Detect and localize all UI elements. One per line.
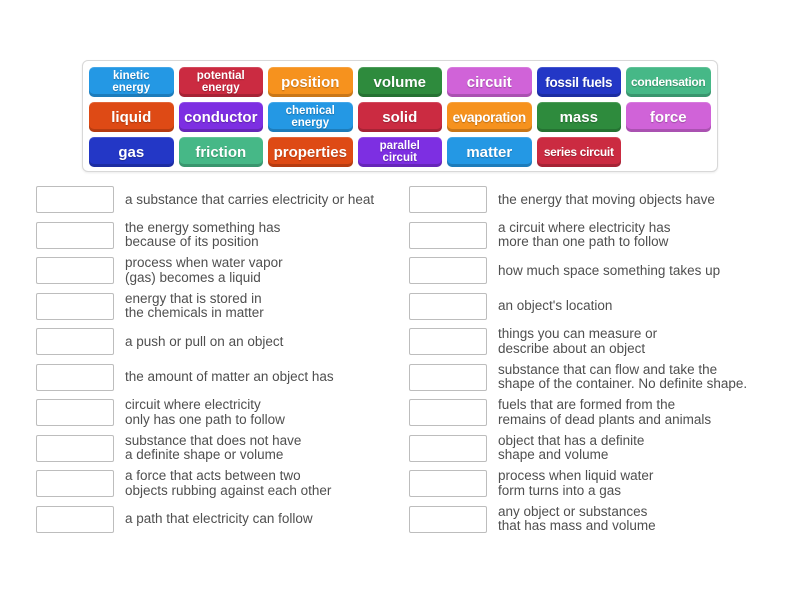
answer-slot[interactable] [36, 399, 114, 427]
definition-row: process when water vapor (gas) becomes a… [36, 253, 404, 289]
word-tile-conductor[interactable]: conductor [178, 102, 263, 132]
word-tile-liquid[interactable]: liquid [89, 102, 174, 132]
answer-slot[interactable] [36, 328, 114, 356]
definition-text: a circuit where electricity has more tha… [498, 219, 671, 250]
answer-slot[interactable] [409, 221, 487, 249]
answer-slot[interactable] [409, 186, 487, 214]
answer-slot[interactable] [409, 505, 487, 533]
definition-row: object that has a definite shape and vol… [409, 431, 797, 467]
word-tile-volume[interactable]: volume [357, 67, 442, 97]
definition-row: circuit where electricity only has one p… [36, 395, 404, 431]
definition-row: a circuit where electricity has more tha… [409, 218, 797, 254]
definition-text: the energy that moving objects have [498, 191, 715, 207]
definition-text: things you can measure or describe about… [498, 326, 658, 356]
answer-slot[interactable] [409, 292, 487, 320]
answer-slot[interactable] [409, 434, 487, 462]
word-tile-friction[interactable]: friction [178, 137, 263, 167]
word-tile-kinetic-energy[interactable]: kinetic energy [89, 67, 174, 97]
word-tile-matter[interactable]: matter [447, 137, 532, 167]
word-tile-fossil-fuels[interactable]: fossil fuels [536, 67, 621, 97]
tile-row-1: kinetic energy potential energy position… [89, 67, 711, 97]
word-tile-solid[interactable]: solid [357, 102, 442, 132]
definition-row: substance that does not have a definite … [36, 431, 404, 467]
answer-slot[interactable] [36, 292, 114, 320]
word-tile-series-circuit[interactable]: series circuit [536, 137, 621, 167]
word-bank-panel: kinetic energy potential energy position… [82, 60, 718, 172]
definition-text: a path that electricity can follow [125, 511, 313, 526]
definition-text: an object's location [498, 298, 613, 313]
definition-row: a path that electricity can follow [36, 502, 404, 538]
definition-row: any object or substances that has mass a… [409, 502, 797, 538]
definition-row: a force that acts between two objects ru… [36, 466, 404, 502]
answer-slot[interactable] [36, 434, 114, 462]
word-tile-parallel-circuit[interactable]: parallel circuit [357, 137, 442, 167]
definition-text: fuels that are formed from the remains o… [498, 397, 712, 427]
definition-text: a substance that carries electricity or … [125, 191, 375, 207]
word-tile-evaporation[interactable]: evaporation [447, 102, 532, 132]
definition-row: fuels that are formed from the remains o… [409, 395, 797, 431]
definition-text: substance that can flow and take the sha… [498, 361, 748, 392]
word-tile-force[interactable]: force [626, 102, 711, 132]
answer-slot[interactable] [36, 221, 114, 249]
word-tile-circuit[interactable]: circuit [447, 67, 532, 97]
definition-text: energy that is stored in the chemicals i… [125, 290, 264, 321]
definition-text: a force that acts between two objects ru… [125, 468, 332, 498]
answer-slot[interactable] [409, 328, 487, 356]
definition-text: the amount of matter an object has [125, 369, 334, 384]
definition-row: a substance that carries electricity or … [36, 182, 404, 218]
definition-text: how much space something takes up [498, 262, 721, 278]
definition-row: things you can measure or describe about… [409, 324, 797, 360]
definition-row: process when liquid water form turns int… [409, 466, 797, 502]
word-tile-gas[interactable]: gas [89, 137, 174, 167]
word-tile-properties[interactable]: properties [268, 137, 353, 167]
word-tile-mass[interactable]: mass [536, 102, 621, 132]
answer-slot[interactable] [409, 399, 487, 427]
definition-row: an object's location [409, 289, 797, 325]
answer-slot[interactable] [36, 470, 114, 498]
answer-slot[interactable] [36, 505, 114, 533]
definition-row: the amount of matter an object has [36, 360, 404, 396]
definition-row: how much space something takes up [409, 253, 797, 289]
answer-slot[interactable] [36, 186, 114, 214]
definition-row: the energy that moving objects have [409, 182, 797, 218]
definition-text: process when water vapor (gas) becomes a… [125, 255, 283, 285]
tile-row-3: gas friction properties parallel circuit… [89, 137, 711, 167]
definition-text: object that has a definite shape and vol… [498, 432, 645, 463]
definition-text: any object or substances that has mass a… [498, 503, 656, 534]
definition-text: substance that does not have a definite … [125, 432, 302, 463]
definition-text: circuit where electricity only has one p… [125, 397, 285, 427]
definition-text: process when liquid water form turns int… [498, 468, 654, 498]
definition-row: substance that can flow and take the sha… [409, 360, 797, 396]
answer-slot[interactable] [36, 257, 114, 285]
definition-row: a push or pull on an object [36, 324, 404, 360]
definition-text: a push or pull on an object [125, 333, 284, 349]
word-tile-position[interactable]: position [268, 67, 353, 97]
definitions-left-column: a substance that carries electricity or … [36, 182, 404, 537]
answer-slot[interactable] [409, 470, 487, 498]
definition-row: energy that is stored in the chemicals i… [36, 289, 404, 325]
definition-row: the energy something has because of its … [36, 218, 404, 254]
definitions-right-column: the energy that moving objects have a ci… [409, 182, 797, 537]
word-tile-chemical-energy[interactable]: chemical energy [268, 102, 353, 132]
definition-text: the energy something has because of its … [125, 219, 281, 250]
answer-slot[interactable] [409, 363, 487, 391]
word-tile-condensation[interactable]: condensation [626, 67, 711, 97]
word-tile-potential-energy[interactable]: potential energy [178, 67, 263, 97]
answer-slot[interactable] [36, 363, 114, 391]
tile-row-2: liquid conductor chemical energy solid e… [89, 102, 711, 132]
answer-slot[interactable] [409, 257, 487, 285]
